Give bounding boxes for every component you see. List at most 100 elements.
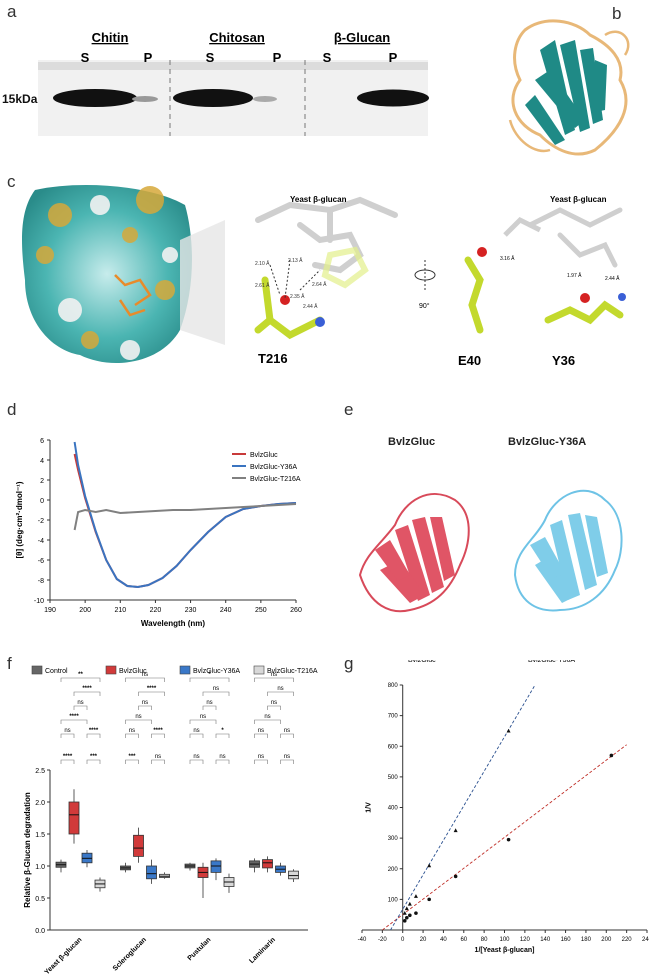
data-point xyxy=(453,874,458,879)
y-tick-label: 2.0 xyxy=(35,800,45,807)
significance-bracket xyxy=(215,733,230,738)
distance-label: 2.61 Å xyxy=(255,282,270,289)
significance-bracket xyxy=(267,705,281,710)
box xyxy=(133,834,144,857)
distance-label: 2.44 Å xyxy=(303,303,318,310)
significance-label: *** xyxy=(90,754,98,760)
y-tick-label: 300 xyxy=(388,836,399,842)
y-tick-label: 400 xyxy=(388,806,399,812)
x-tick-label: 250 xyxy=(255,607,267,614)
y-axis-label: [θ] (deg·cm²·dmol⁻¹) xyxy=(15,481,24,558)
category-label: Scleroglucan xyxy=(112,936,148,972)
data-point xyxy=(402,910,407,915)
x-tick-label: 20 xyxy=(420,937,427,943)
ligand-title-right: Yeast β-glucan xyxy=(550,195,607,204)
significance-bracket xyxy=(151,733,165,738)
legend-swatch xyxy=(31,665,43,675)
significance-bracket xyxy=(215,759,230,764)
fit-line xyxy=(382,744,627,931)
data-point xyxy=(402,919,407,923)
significance-label: ** xyxy=(78,672,83,678)
distance-label: 2.10 Å xyxy=(255,260,270,267)
significance-bracket xyxy=(189,759,204,764)
significance-label: ns xyxy=(284,728,290,734)
significance-label: ns xyxy=(64,728,70,734)
legend-swatch xyxy=(105,665,117,675)
distance-label: 2.44 Å xyxy=(605,275,620,282)
x-axis-label: Wavelength (nm) xyxy=(141,619,205,628)
rotation-label: 90° xyxy=(419,302,430,310)
significance-bracket xyxy=(254,733,268,738)
box xyxy=(146,865,157,880)
distance-label: 1.97 Å xyxy=(567,272,582,279)
significance-label: **** xyxy=(89,728,99,734)
x-tick-label: 40 xyxy=(440,937,447,943)
y-tick-label: -10 xyxy=(34,598,44,605)
y-tick-label: -6 xyxy=(38,558,44,565)
y-tick-label: 1.0 xyxy=(35,864,45,871)
significance-label: ns xyxy=(155,754,161,760)
residue-label-e40: E40 xyxy=(458,353,481,368)
residue-label-y36: Y36 xyxy=(552,353,575,368)
marker-label: 15kDa xyxy=(2,92,38,106)
legend-label: BvlzGluc xyxy=(250,452,278,459)
panel-letter-e: e xyxy=(344,400,354,419)
group-label-chitin: Chitin xyxy=(92,30,129,45)
x-tick-label: 80 xyxy=(481,937,488,943)
significance-label: ns xyxy=(264,714,270,720)
degradation-boxplot: 0.0 0.5 1.0 1.5 2.0 2.5 Relative β-Glucan degr… xyxy=(23,665,318,976)
binding-site-figure: 2.10 Å 2.13 Å 2.61 Å 2.35 Å 2.64 Å 2.44 … xyxy=(22,185,626,368)
significance-bracket xyxy=(73,705,88,710)
significance-label: ns xyxy=(77,700,83,706)
series-line xyxy=(73,453,297,589)
significance-bracket xyxy=(202,691,230,696)
significance-label: ns xyxy=(193,754,199,760)
box xyxy=(210,860,222,873)
y-axis-label: 1/V xyxy=(366,802,373,813)
x-tick-label: 200 xyxy=(601,937,612,943)
x-tick-label: 220 xyxy=(622,937,633,943)
x-tick-label: 160 xyxy=(561,937,572,943)
significance-label: *** xyxy=(128,754,136,760)
y-tick-label: 700 xyxy=(388,714,399,720)
significance-bracket xyxy=(125,759,139,764)
significance-bracket xyxy=(189,719,217,724)
x-tick-label: 240 xyxy=(220,607,232,614)
panel-letter-b: b xyxy=(612,4,622,23)
y-tick-label: -8 xyxy=(38,578,44,585)
series-line xyxy=(73,503,297,531)
y-tick-label: 600 xyxy=(388,744,399,750)
significance-bracket xyxy=(254,759,268,764)
data-point xyxy=(427,863,432,868)
x-tick-label: -20 xyxy=(378,937,387,943)
x-tick-label: -40 xyxy=(358,937,367,943)
significance-bracket xyxy=(280,733,294,738)
x-tick-label: 200 xyxy=(79,607,91,614)
x-tick-label: 230 xyxy=(185,607,197,614)
y-tick-label: 4 xyxy=(40,458,44,465)
significance-label: ns xyxy=(219,754,225,760)
significance-label: **** xyxy=(153,728,163,734)
lane-label: S xyxy=(81,50,90,65)
category-label: Laminarin xyxy=(248,936,277,965)
distance-label: 2.64 Å xyxy=(312,281,327,288)
x-tick-label: 260 xyxy=(290,607,302,614)
distance-label: 3.16 Å xyxy=(500,255,515,262)
significance-bracket xyxy=(60,733,75,738)
protein-structures-e xyxy=(358,489,623,613)
category-label: Yeast β-glucan xyxy=(44,936,84,976)
legend-label: BvlzGluc-Y36A xyxy=(528,660,575,664)
structure-label-y36a: BvlzGluc-Y36A xyxy=(508,436,587,448)
significance-bracket xyxy=(254,719,281,724)
y-axis-label: Relative β-Glucan degradation xyxy=(23,792,32,908)
panel-letter-g: g xyxy=(344,654,354,673)
significance-bracket xyxy=(125,733,139,738)
significance-bracket xyxy=(189,733,204,738)
x-tick-label: 140 xyxy=(540,937,551,943)
data-point xyxy=(407,901,412,906)
data-point xyxy=(413,894,418,898)
panel-letter-c: c xyxy=(7,172,16,191)
significance-label: * xyxy=(208,672,211,678)
box xyxy=(262,859,273,869)
legend-label: BvlzGluc-T216A xyxy=(267,668,318,675)
